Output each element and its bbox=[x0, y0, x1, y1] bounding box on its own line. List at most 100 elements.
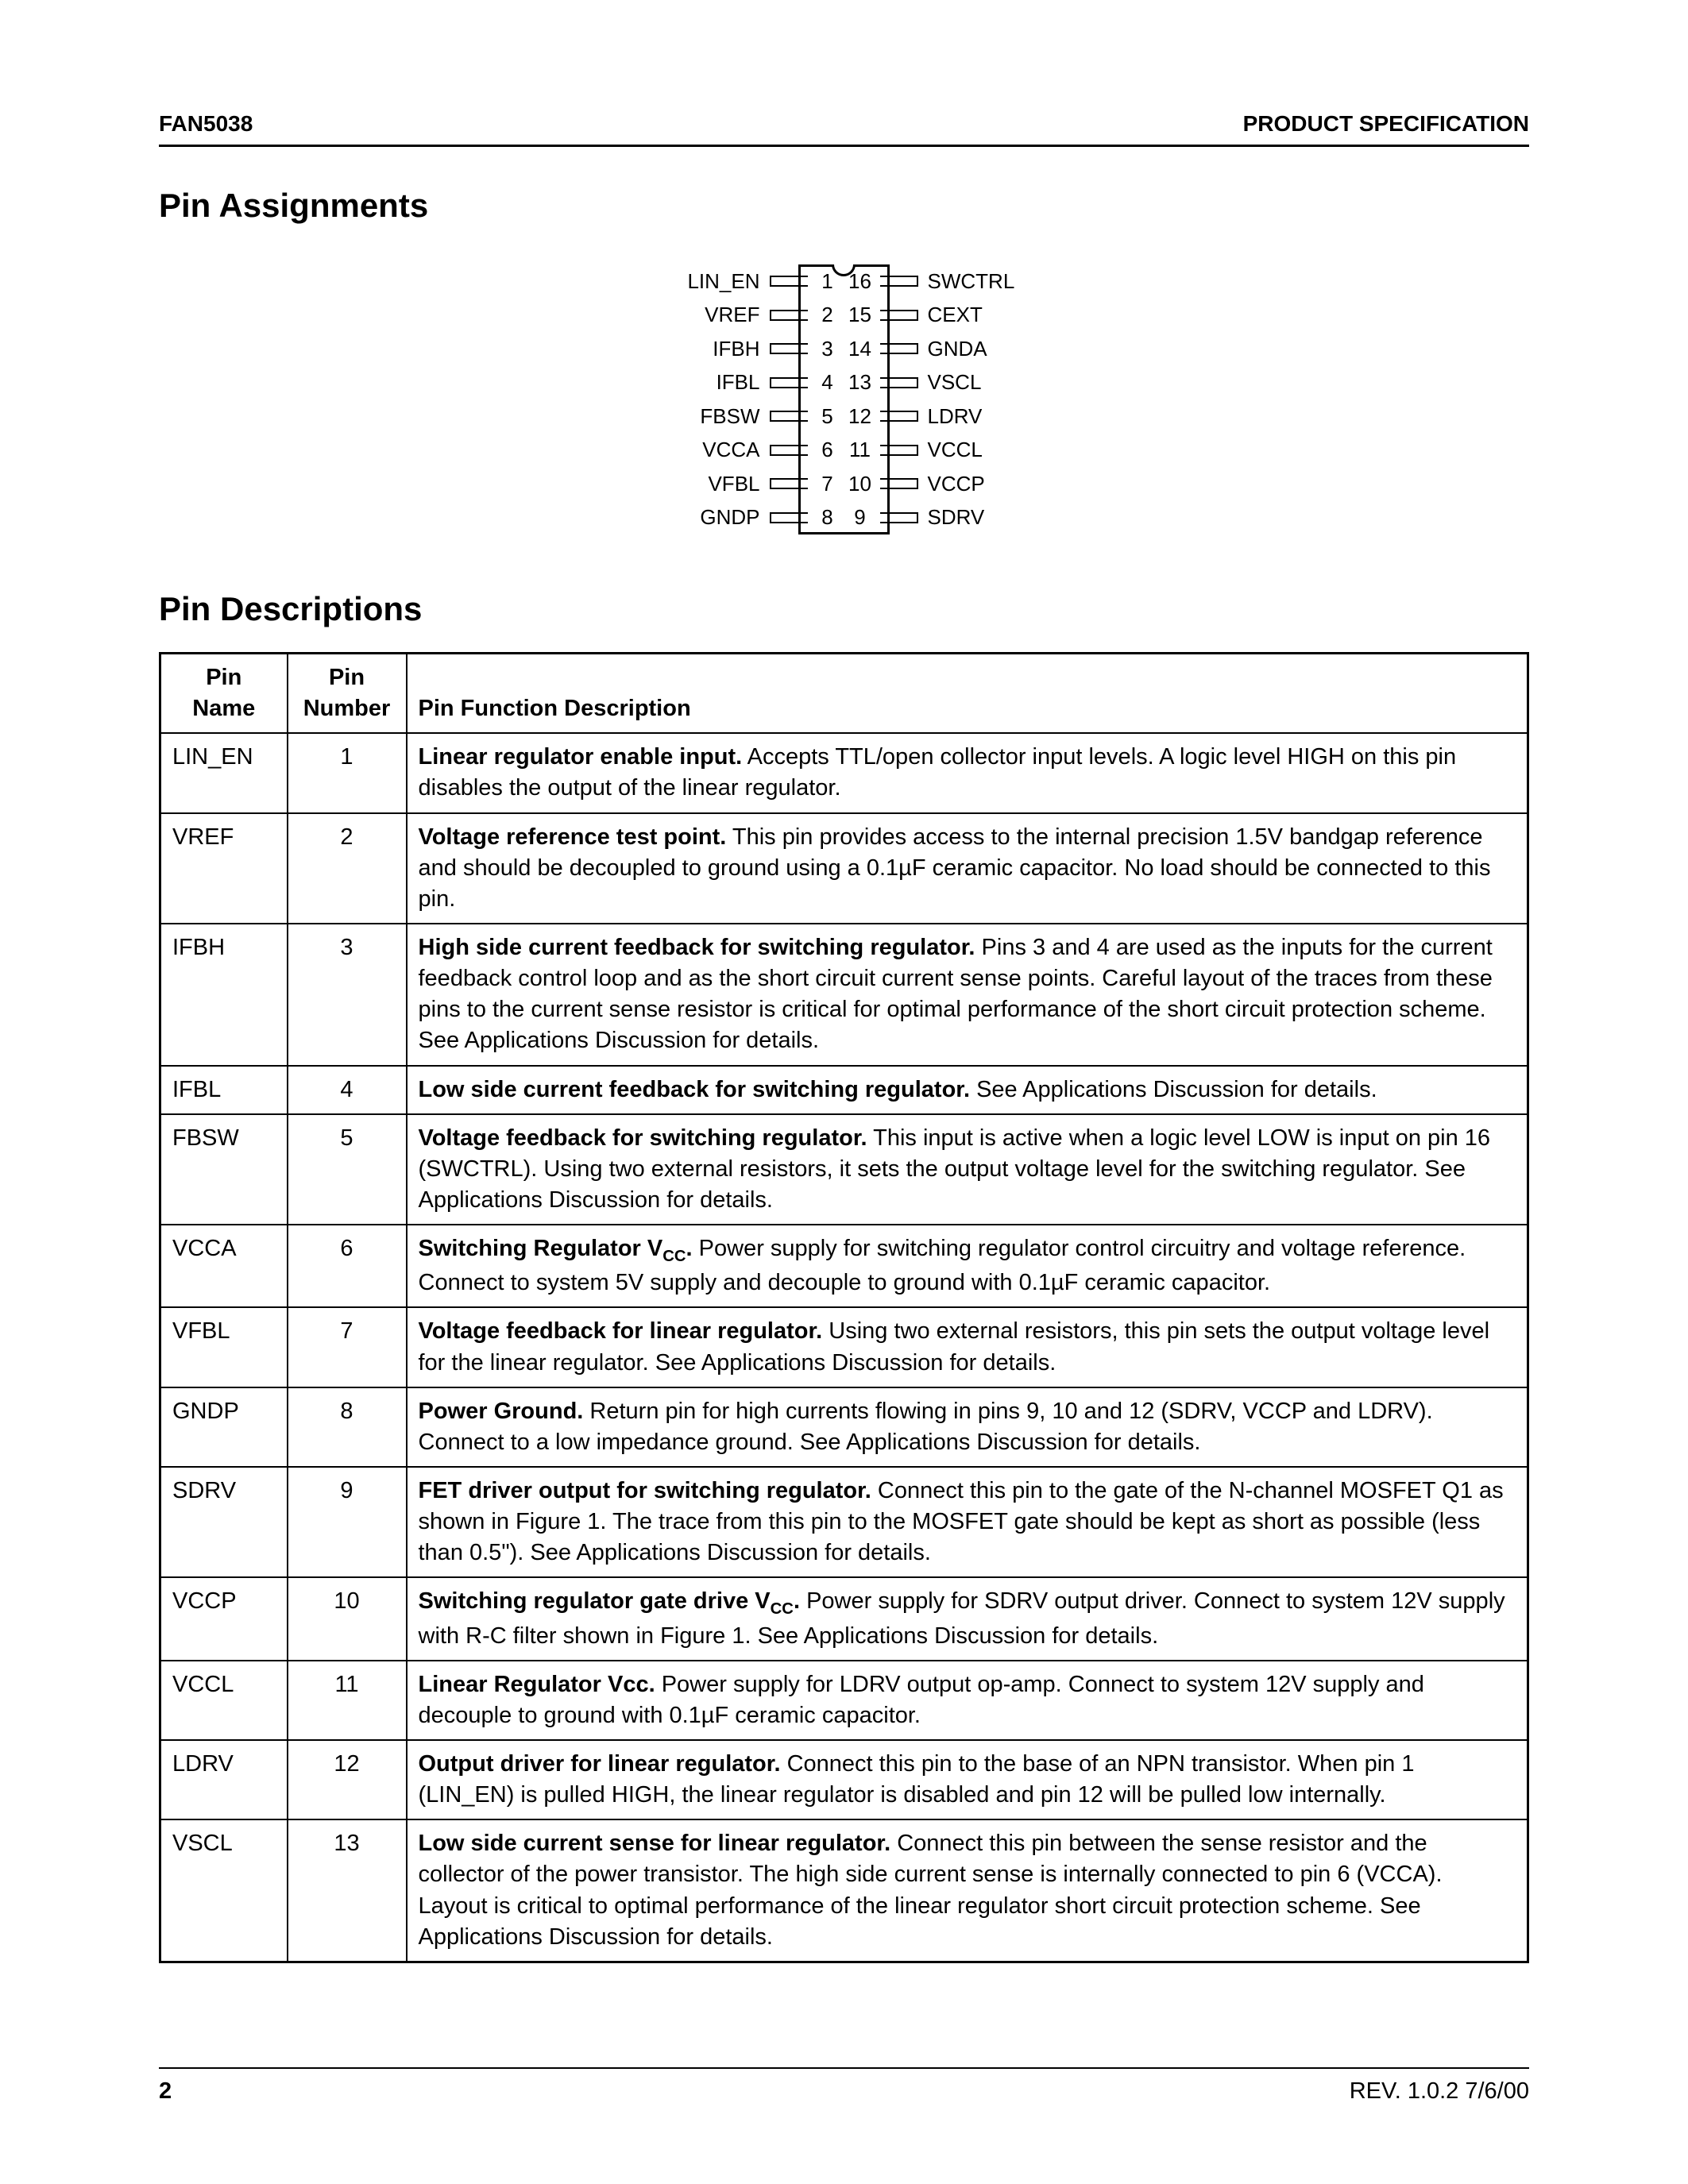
cell-description: Switching regulator gate drive VCC. Powe… bbox=[407, 1577, 1528, 1660]
cell-pin-number: 6 bbox=[288, 1225, 407, 1307]
header-part-number: FAN5038 bbox=[159, 111, 253, 137]
col-header-pin-number: Pin Number bbox=[288, 654, 407, 734]
table-header-row: Pin Name Pin Number Pin Function Descrip… bbox=[160, 654, 1528, 734]
pin-label: VFBL bbox=[665, 472, 760, 496]
pinout-diagram: LIN_EN1VREF2IFBH3IFBL4FBSW5VCCA6VFBL7GND… bbox=[598, 264, 1091, 534]
pin-number: 14 bbox=[844, 337, 877, 361]
pin-right-16: 16SWCTRL bbox=[844, 264, 1090, 298]
pin-right-9: 9 SDRV bbox=[844, 501, 1090, 534]
pin-left-3: IFBH 3 bbox=[598, 332, 844, 365]
pin-number: 5 bbox=[811, 404, 844, 429]
cell-pin-name: LIN_EN bbox=[160, 733, 288, 812]
pin-lead-icon bbox=[882, 310, 918, 321]
table-row: VFBL7Voltage feedback for linear regulat… bbox=[160, 1307, 1528, 1387]
table-row: VCCP10Switching regulator gate drive VCC… bbox=[160, 1577, 1528, 1660]
pin-number: 3 bbox=[811, 337, 844, 361]
pin-right-12: 12LDRV bbox=[844, 399, 1090, 433]
table-row: LIN_EN1Linear regulator enable input. Ac… bbox=[160, 733, 1528, 812]
cell-pin-name: GNDP bbox=[160, 1387, 288, 1467]
cell-description: Power Ground. Return pin for high curren… bbox=[407, 1387, 1528, 1467]
table-row: IFBL4Low side current feedback for switc… bbox=[160, 1066, 1528, 1114]
pin-label: CEXT bbox=[928, 303, 1023, 327]
cell-description: Voltage feedback for linear regulator. U… bbox=[407, 1307, 1528, 1387]
pin-number: 11 bbox=[844, 438, 877, 462]
cell-pin-name: VCCA bbox=[160, 1225, 288, 1307]
footer-revision: REV. 1.0.2 7/6/00 bbox=[1350, 2078, 1529, 2105]
pin-label: SWCTRL bbox=[928, 269, 1023, 294]
table-row: GNDP8Power Ground. Return pin for high c… bbox=[160, 1387, 1528, 1467]
pin-lead-icon bbox=[882, 478, 918, 489]
table-row: FBSW5Voltage feedback for switching regu… bbox=[160, 1114, 1528, 1225]
pin-left-8: GNDP8 bbox=[598, 501, 844, 534]
pin-lead-icon bbox=[882, 343, 918, 354]
pin-number: 4 bbox=[811, 370, 844, 395]
page-header: FAN5038 PRODUCT SPECIFICATION bbox=[159, 111, 1529, 147]
cell-description: Low side current sense for linear regula… bbox=[407, 1819, 1528, 1962]
cell-pin-number: 10 bbox=[288, 1577, 407, 1660]
cell-pin-number: 13 bbox=[288, 1819, 407, 1962]
cell-description: Switching Regulator VCC. Power supply fo… bbox=[407, 1225, 1528, 1307]
pin-right-10: 10VCCP bbox=[844, 467, 1090, 500]
pin-left-6: VCCA6 bbox=[598, 434, 844, 467]
pin-label: SDRV bbox=[928, 505, 1023, 530]
pin-right-15: 15 CEXT bbox=[844, 299, 1090, 332]
cell-pin-number: 1 bbox=[288, 733, 407, 812]
cell-pin-number: 12 bbox=[288, 1740, 407, 1819]
table-row: IFBH3High side current feedback for swit… bbox=[160, 924, 1528, 1066]
pin-left-5: FBSW 5 bbox=[598, 399, 844, 433]
pin-lead-icon bbox=[770, 276, 806, 287]
section-title-pin-assignments: Pin Assignments bbox=[159, 187, 1529, 225]
cell-pin-name: IFBH bbox=[160, 924, 288, 1066]
cell-pin-number: 7 bbox=[288, 1307, 407, 1387]
section-title-pin-descriptions: Pin Descriptions bbox=[159, 590, 1529, 628]
pin-lead-icon bbox=[770, 310, 806, 321]
cell-pin-name: FBSW bbox=[160, 1114, 288, 1225]
pin-label: IFBH bbox=[665, 337, 760, 361]
header-doc-type: PRODUCT SPECIFICATION bbox=[1243, 111, 1529, 137]
cell-pin-name: VFBL bbox=[160, 1307, 288, 1387]
pin-description-table: Pin Name Pin Number Pin Function Descrip… bbox=[159, 652, 1529, 1963]
cell-pin-number: 9 bbox=[288, 1467, 407, 1577]
pin-right-11: 11 VCCL bbox=[844, 434, 1090, 467]
pin-right-13: 13 VSCL bbox=[844, 366, 1090, 399]
pin-label: VSCL bbox=[928, 370, 1023, 395]
datasheet-page: FAN5038 PRODUCT SPECIFICATION Pin Assign… bbox=[0, 0, 1688, 2184]
cell-description: Linear Regulator Vcc. Power supply for L… bbox=[407, 1661, 1528, 1740]
pin-number: 13 bbox=[844, 370, 877, 395]
cell-description: Low side current feedback for switching … bbox=[407, 1066, 1528, 1114]
pin-lead-icon bbox=[882, 411, 918, 422]
cell-description: FET driver output for switching regulato… bbox=[407, 1467, 1528, 1577]
cell-description: Output driver for linear regulator. Conn… bbox=[407, 1740, 1528, 1819]
pin-lead-icon bbox=[882, 445, 918, 456]
cell-pin-number: 2 bbox=[288, 813, 407, 924]
pin-number: 15 bbox=[844, 303, 877, 327]
cell-pin-number: 11 bbox=[288, 1661, 407, 1740]
table-row: SDRV9FET driver output for switching reg… bbox=[160, 1467, 1528, 1577]
pin-lead-icon bbox=[882, 276, 918, 287]
pin-number: 12 bbox=[844, 404, 877, 429]
pin-label: FBSW bbox=[665, 404, 760, 429]
col-header-description: Pin Function Description bbox=[407, 654, 1528, 734]
cell-pin-name: SDRV bbox=[160, 1467, 288, 1577]
pin-number: 7 bbox=[811, 472, 844, 496]
pin-label: VCCL bbox=[928, 438, 1023, 462]
pin-lead-icon bbox=[770, 343, 806, 354]
pin-lead-icon bbox=[770, 411, 806, 422]
cell-description: Voltage reference test point. This pin p… bbox=[407, 813, 1528, 924]
table-row: VSCL13Low side current sense for linear … bbox=[160, 1819, 1528, 1962]
page-footer: 2 REV. 1.0.2 7/6/00 bbox=[159, 2067, 1529, 2105]
cell-pin-name: VCCL bbox=[160, 1661, 288, 1740]
pin-lead-icon bbox=[770, 478, 806, 489]
pin-label: LIN_EN bbox=[665, 269, 760, 294]
footer-page-number: 2 bbox=[159, 2078, 172, 2105]
pin-label: VREF bbox=[665, 303, 760, 327]
cell-pin-name: VSCL bbox=[160, 1819, 288, 1962]
pin-label: VCCP bbox=[928, 472, 1023, 496]
pin-left-7: VFBL 7 bbox=[598, 467, 844, 500]
col-header-pin-name: Pin Name bbox=[160, 654, 288, 734]
pin-number: 9 bbox=[844, 505, 877, 530]
cell-pin-name: VREF bbox=[160, 813, 288, 924]
table-row: VCCA6Switching Regulator VCC. Power supp… bbox=[160, 1225, 1528, 1307]
pin-lead-icon bbox=[882, 512, 918, 523]
pin-left-2: VREF2 bbox=[598, 299, 844, 332]
